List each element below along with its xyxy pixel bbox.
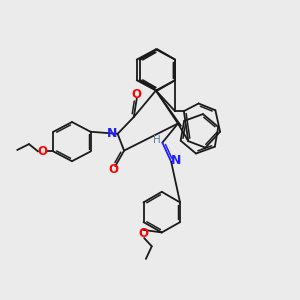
Text: O: O: [109, 163, 119, 176]
Text: O: O: [138, 227, 148, 240]
Text: N: N: [106, 127, 117, 140]
Text: O: O: [132, 88, 142, 101]
Text: O: O: [37, 145, 47, 158]
Text: H: H: [153, 135, 161, 145]
Text: N: N: [171, 154, 182, 167]
